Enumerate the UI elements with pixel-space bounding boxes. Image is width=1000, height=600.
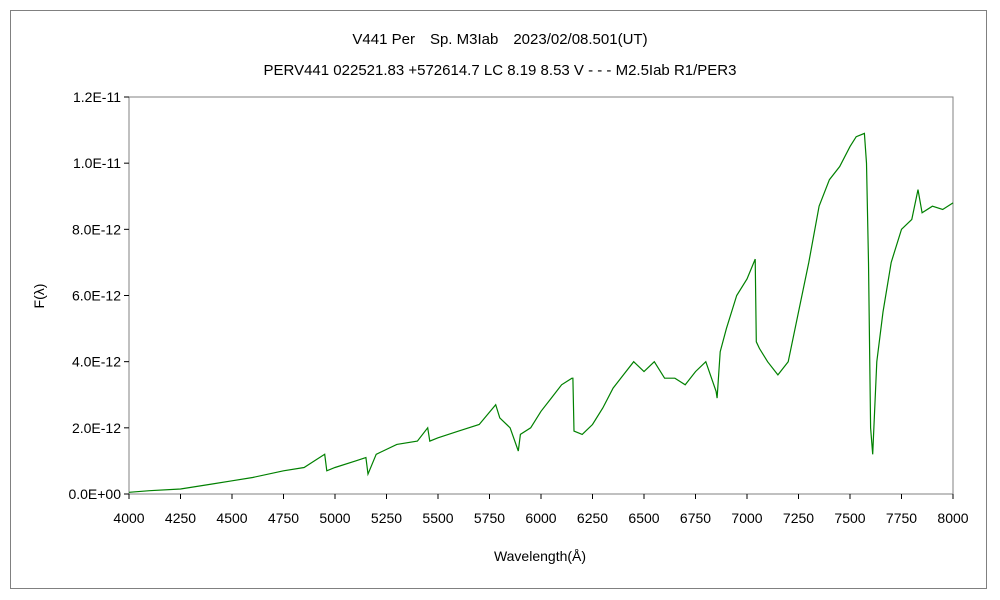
x-tick-label: 7000 [731,510,762,526]
x-tick-label: 5000 [319,510,350,526]
y-tick-label: 2.0E-12 [72,420,121,436]
x-tick-label: 4000 [113,510,144,526]
y-tick-label: 1.0E-11 [73,155,121,171]
x-tick-label: 8000 [937,510,968,526]
plot-border [128,96,954,495]
x-axis-label: Wavelength(Å) [494,548,586,564]
y-axis-label: F(λ) [31,284,47,309]
y-tick-label: 8.0E-12 [72,221,121,237]
x-tick-label: 4750 [268,510,299,526]
y-tick-label: 1.2E-11 [73,89,121,105]
chart-title: V441 Per Sp. M3Iab 2023/02/08.501(UT) [352,31,648,48]
x-tick-label: 6250 [577,510,608,526]
chart-frame [10,10,987,589]
x-tick-label: 5500 [422,510,453,526]
x-tick-label: 7750 [886,510,917,526]
x-tick-label: 5750 [474,510,505,526]
chart-subtitle: PERV441 022521.83 +572614.7 LC 8.19 8.53… [263,62,737,79]
spectrum-line [128,132,954,493]
y-tick-label: 4.0E-12 [72,354,121,370]
x-tick-label: 6750 [680,510,711,526]
x-tick-label: 7500 [834,510,865,526]
y-tick-label: 0.0E+00 [68,486,121,502]
x-tick-label: 6500 [628,510,659,526]
x-tick-label: 6000 [525,510,556,526]
y-tick-label: 6.0E-12 [72,288,121,304]
x-tick-label: 4500 [216,510,247,526]
x-tick-label: 4250 [165,510,196,526]
x-tick-label: 5250 [371,510,402,526]
x-tick-label: 7250 [783,510,814,526]
